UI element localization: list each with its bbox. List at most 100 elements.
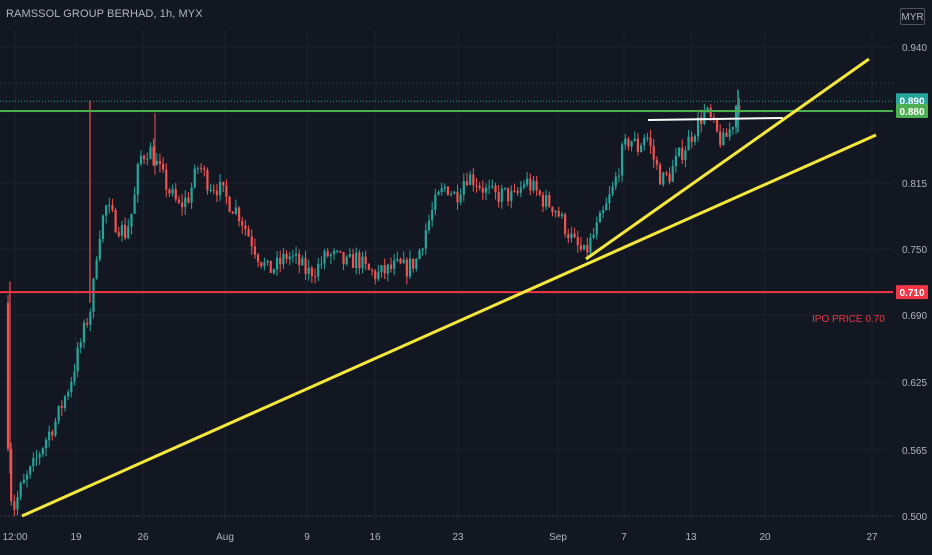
candle-body	[67, 392, 70, 397]
candle-body	[79, 342, 82, 348]
candle-body	[301, 258, 304, 266]
candle-body	[589, 237, 592, 253]
candle-body	[526, 178, 529, 185]
candle-body	[256, 254, 260, 263]
candle-body	[22, 479, 25, 484]
candle-body	[285, 253, 288, 260]
candle-body	[497, 192, 500, 203]
candle-body	[671, 166, 674, 182]
candle-body	[260, 262, 263, 267]
candle-body	[576, 237, 579, 246]
candle-body	[715, 118, 719, 132]
candle-body	[459, 194, 462, 203]
candle-body	[89, 311, 92, 325]
candle-body	[92, 278, 95, 312]
candle-body	[218, 181, 222, 196]
candle-body	[304, 258, 307, 274]
candle-body	[228, 196, 231, 212]
candle-body	[731, 127, 734, 130]
candle-body	[469, 174, 472, 185]
candle-body	[351, 254, 355, 268]
candle-body	[143, 155, 146, 160]
candle-body	[370, 269, 374, 271]
candle-body	[86, 322, 89, 325]
candle-body	[728, 129, 731, 137]
candle-body	[222, 181, 225, 186]
candle-body	[101, 215, 105, 239]
candle-body	[738, 105, 741, 110]
candle-body	[510, 190, 513, 202]
candle-body	[494, 185, 497, 193]
candle-body	[598, 212, 602, 223]
candle-body	[592, 234, 595, 238]
candle-body	[456, 191, 459, 203]
x-tick-label: 26	[137, 532, 149, 543]
candle-body	[734, 105, 738, 128]
price-marker-box	[896, 285, 928, 300]
candle-body	[484, 187, 488, 193]
candle-body	[706, 107, 709, 110]
candle-body	[320, 263, 323, 265]
candle-body	[693, 136, 696, 142]
candle-body	[326, 251, 329, 257]
candle-body	[155, 160, 158, 166]
candle-body	[627, 138, 630, 147]
candle-body	[16, 497, 19, 510]
candle-body	[586, 244, 589, 253]
candle-body	[82, 322, 86, 343]
candle-body	[605, 203, 608, 211]
candle-body	[244, 225, 247, 230]
candle-body	[13, 501, 16, 510]
candle-body	[63, 396, 67, 409]
candle-body	[187, 197, 190, 203]
x-tick-label: Aug	[216, 532, 234, 543]
y-tick-label: 0.500	[902, 512, 927, 523]
candle-body	[443, 186, 446, 189]
candle-body	[282, 253, 285, 265]
candle-body	[380, 265, 383, 272]
candle-body	[313, 276, 317, 278]
currency-button[interactable]: MYR	[900, 8, 925, 25]
candle-body	[32, 458, 35, 467]
x-tick-label: 16	[369, 532, 381, 543]
candle-body	[424, 230, 427, 249]
candle-body	[601, 210, 605, 213]
candle-body	[507, 187, 510, 202]
resistance-line	[647, 117, 784, 121]
candle-body	[111, 205, 114, 210]
candle-body	[162, 163, 165, 170]
candle-body	[41, 448, 44, 455]
candle-body	[193, 168, 196, 188]
trendline-steep	[585, 57, 870, 261]
candle-body	[25, 474, 29, 480]
candle-body	[690, 136, 693, 142]
candle-body	[358, 252, 361, 269]
x-tick-label: 13	[685, 532, 697, 543]
candle-body	[513, 190, 516, 192]
candle-body	[529, 178, 532, 191]
chart-title: RAMSSOL GROUP BERHAD, 1h, MYX	[6, 8, 203, 20]
candle-body	[127, 226, 130, 239]
candle-body	[108, 205, 111, 207]
candle-body	[624, 138, 627, 145]
y-tick-label: 0.565	[902, 446, 927, 457]
candle-body	[51, 431, 54, 436]
candle-body	[272, 269, 275, 273]
candle-body	[551, 206, 554, 213]
candle-body	[472, 174, 475, 186]
candle-body	[681, 147, 684, 161]
candle-body	[677, 147, 681, 156]
candle-body	[190, 187, 193, 203]
candle-body	[478, 185, 481, 188]
candle-body	[700, 117, 703, 124]
candle-body	[374, 270, 377, 280]
candle-body	[291, 255, 294, 257]
x-tick-label: 20	[759, 532, 771, 543]
candle-body	[196, 167, 200, 169]
candle-body	[367, 263, 370, 270]
candle-body	[250, 236, 253, 247]
y-tick-label: 0.625	[902, 378, 927, 389]
candle-body	[712, 117, 715, 119]
